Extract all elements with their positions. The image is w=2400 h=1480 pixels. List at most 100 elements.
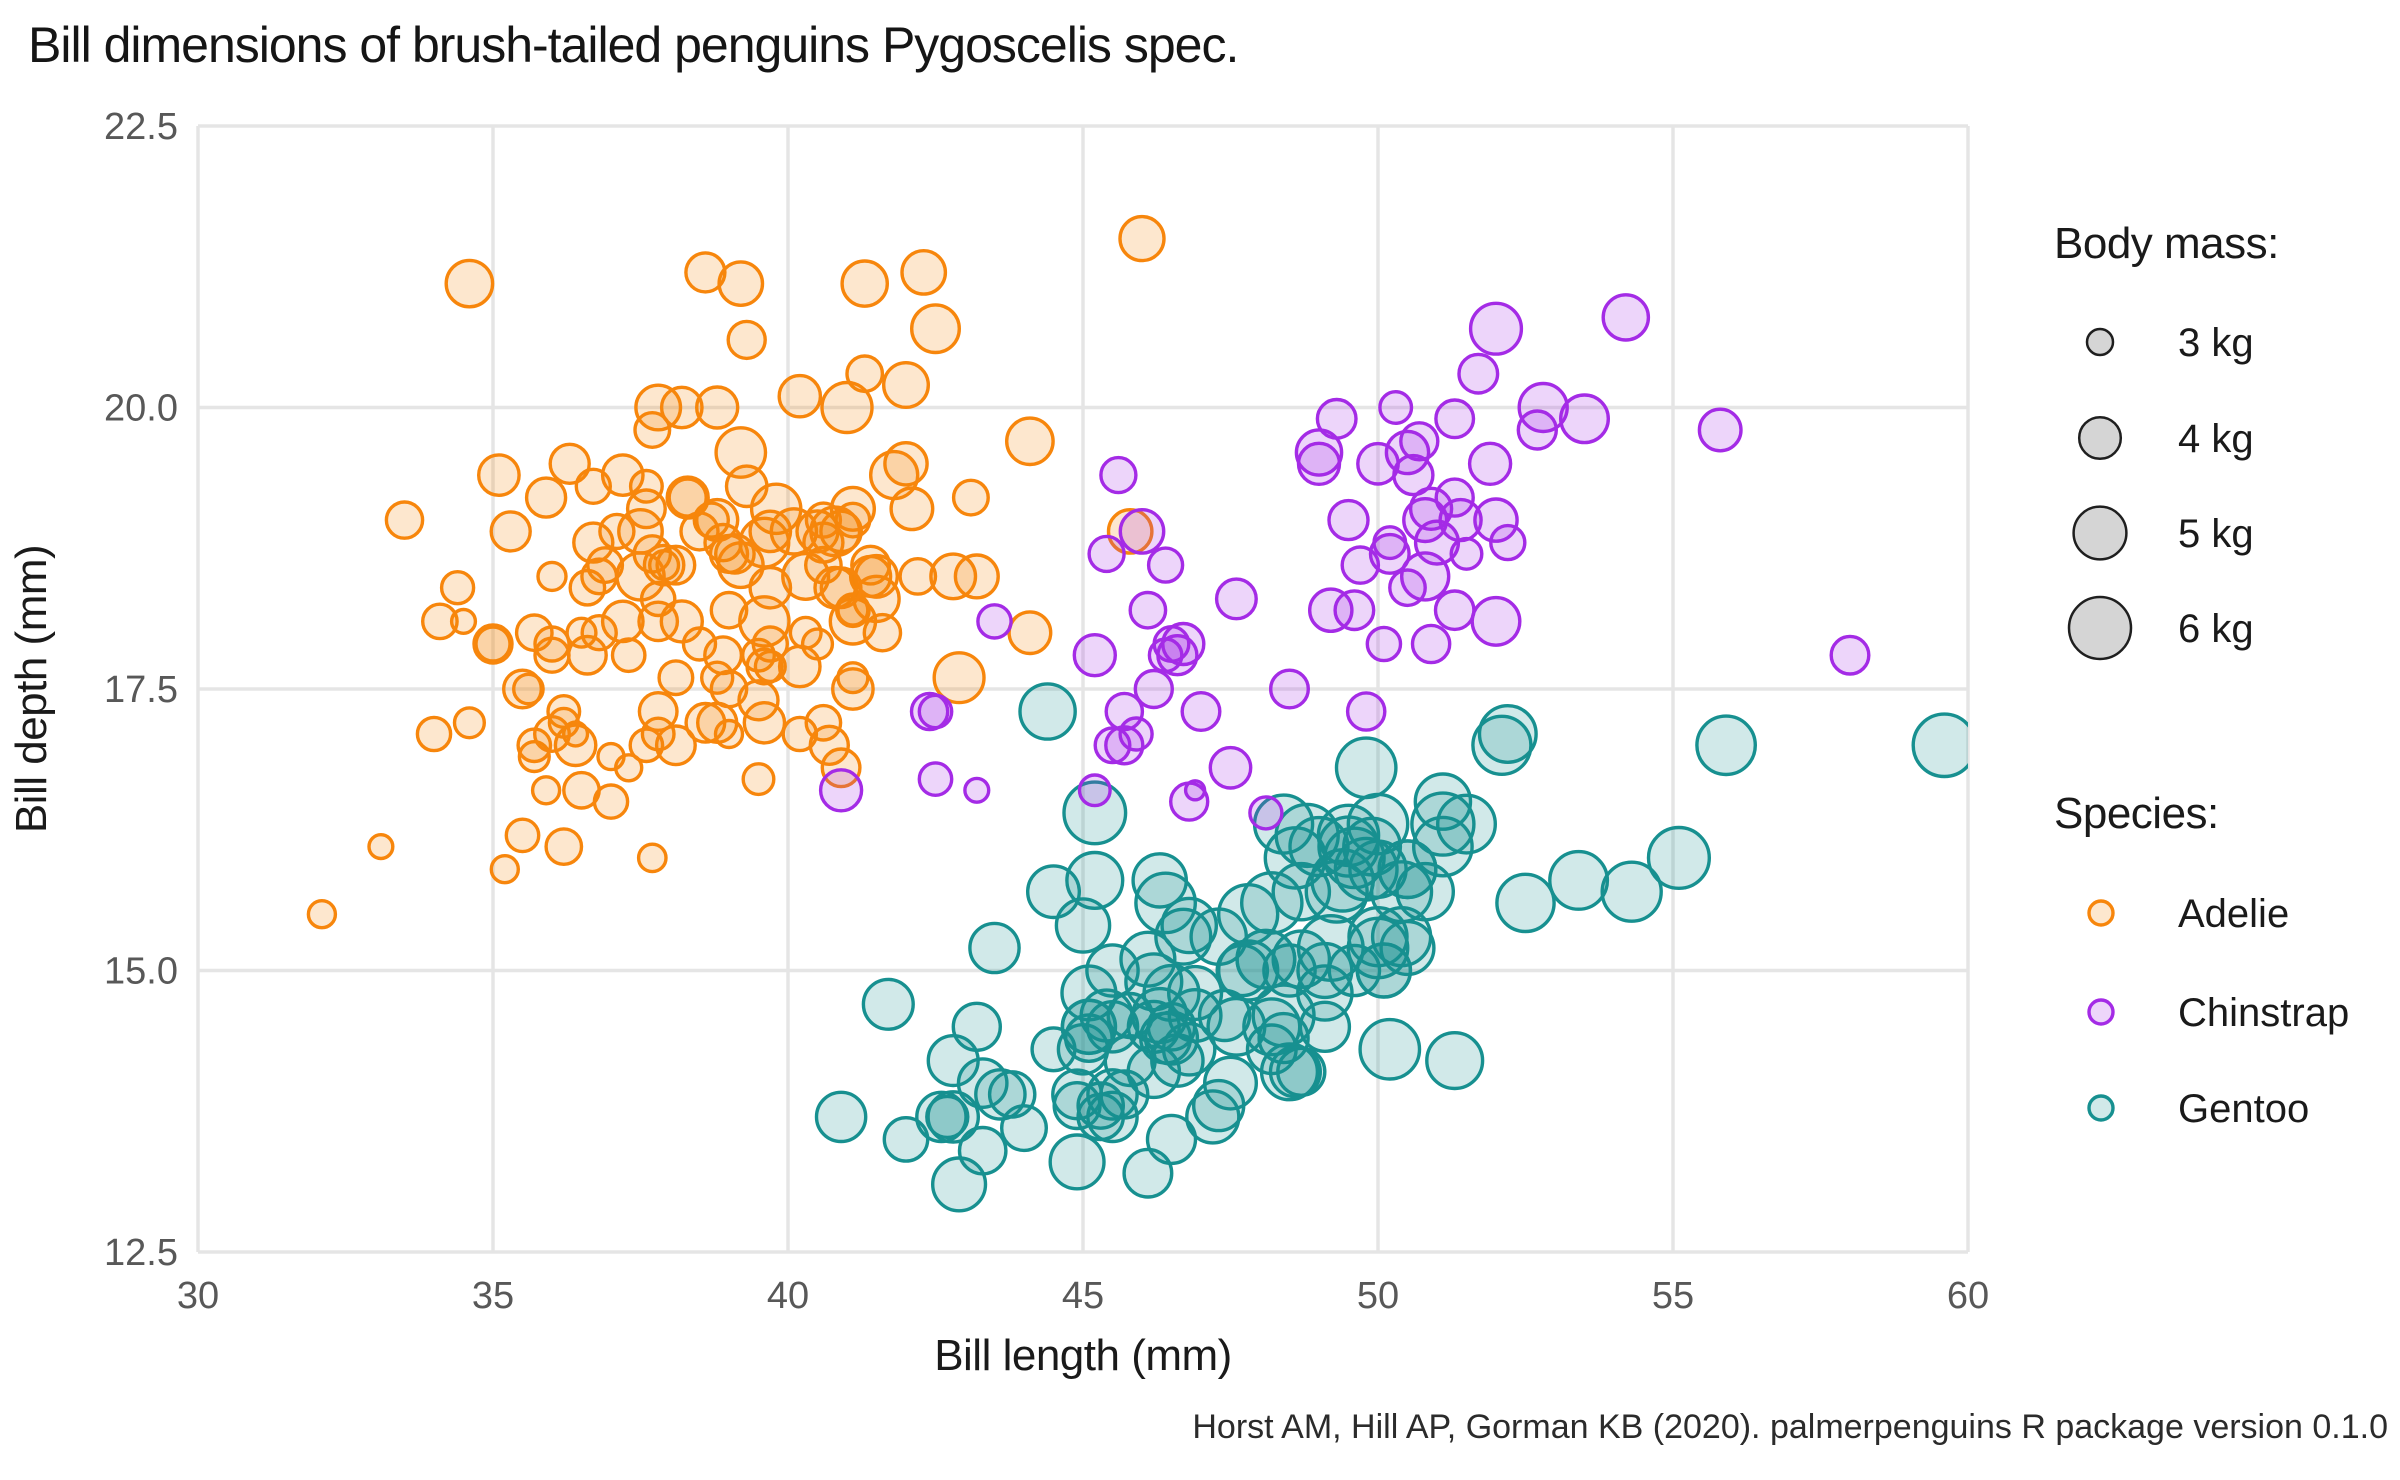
- point-chinstrap: [917, 693, 954, 730]
- point-adelie: [726, 319, 767, 361]
- point-adelie: [474, 625, 512, 663]
- point-adelie: [654, 724, 697, 767]
- point-gentoo: [1215, 943, 1270, 998]
- point-adelie: [716, 541, 765, 590]
- point-adelie: [741, 762, 776, 797]
- point-adelie: [592, 783, 630, 820]
- point-chinstrap: [1433, 589, 1476, 632]
- point-adelie: [452, 706, 486, 740]
- point-adelie: [306, 899, 338, 930]
- point-adelie: [449, 607, 478, 635]
- point-adelie: [637, 691, 679, 733]
- point-adelie: [628, 468, 664, 504]
- point-gentoo: [1268, 1045, 1322, 1099]
- point-gentoo: [1018, 682, 1077, 741]
- x-tick-label: 35: [472, 1275, 514, 1317]
- point-adelie: [820, 747, 862, 789]
- point-adelie: [862, 612, 903, 653]
- point-adelie: [615, 551, 666, 602]
- point-adelie: [717, 260, 765, 307]
- point-chinstrap: [1345, 691, 1387, 732]
- point-chinstrap: [1180, 691, 1222, 733]
- point-adelie: [781, 551, 831, 601]
- point-adelie: [932, 651, 986, 705]
- point-adelie: [384, 500, 425, 540]
- point-chinstrap: [1378, 390, 1414, 426]
- species-legend-swatch-adelie: [2087, 899, 2115, 927]
- point-adelie: [439, 570, 476, 606]
- point-adelie: [600, 453, 645, 497]
- point-gentoo: [1166, 964, 1224, 1022]
- point-adelie: [882, 361, 931, 410]
- point-adelie: [840, 259, 890, 308]
- point-adelie: [633, 411, 672, 450]
- point-gentoo: [1257, 1011, 1310, 1065]
- data-points-layer: [306, 214, 1968, 1213]
- point-chinstrap: [1410, 623, 1452, 665]
- point-adelie: [900, 248, 948, 296]
- point-gentoo: [1048, 1133, 1106, 1191]
- point-adelie: [1007, 610, 1053, 656]
- point-gentoo: [1413, 772, 1473, 831]
- point-gentoo: [1051, 1068, 1104, 1121]
- point-chinstrap: [1434, 398, 1476, 440]
- point-gentoo: [1025, 864, 1081, 920]
- point-gentoo: [1646, 825, 1711, 890]
- point-adelie: [536, 560, 568, 593]
- point-gentoo: [1395, 861, 1455, 922]
- point-chinstrap: [1449, 536, 1484, 571]
- point-adelie: [444, 258, 495, 309]
- point-adelie: [533, 715, 572, 754]
- point-chinstrap: [1268, 668, 1310, 710]
- point-chinstrap: [1470, 595, 1522, 647]
- point-adelie: [751, 625, 789, 663]
- point-chinstrap: [1133, 668, 1175, 710]
- point-adelie: [512, 672, 545, 706]
- point-adelie: [659, 385, 704, 430]
- point-adelie: [546, 694, 582, 730]
- point-adelie: [625, 488, 667, 530]
- point-adelie: [489, 510, 532, 553]
- y-tick-label: 22.5: [104, 106, 178, 148]
- point-adelie: [748, 509, 793, 554]
- point-adelie: [1118, 214, 1166, 263]
- x-axis-title: Bill length (mm): [934, 1331, 1232, 1380]
- point-adelie: [548, 442, 591, 485]
- point-chinstrap: [1118, 508, 1166, 555]
- y-axis-title: Bill depth (mm): [7, 545, 56, 833]
- point-adelie: [695, 385, 740, 430]
- point-gentoo: [1185, 1089, 1241, 1145]
- point-gentoo: [1145, 1113, 1198, 1166]
- point-adelie: [679, 511, 720, 552]
- point-adelie: [724, 464, 769, 509]
- point-gentoo: [1358, 1017, 1422, 1081]
- series-gentoo: [814, 682, 1968, 1213]
- point-chinstrap: [1399, 421, 1440, 462]
- size-legend: 3 kg 4 kg 5 kg 6 kg: [2067, 321, 2254, 661]
- point-chinstrap: [1104, 691, 1145, 732]
- point-chinstrap: [1248, 795, 1284, 831]
- point-adelie: [636, 842, 668, 874]
- point-chinstrap: [1333, 589, 1376, 632]
- species-legend-swatch-gentoo: [2087, 1094, 2115, 1122]
- size-legend-label: 6 kg: [2178, 607, 2254, 651]
- species-legend-label-adelie: Adelie: [2178, 892, 2289, 936]
- point-adelie: [852, 574, 901, 624]
- series-adelie: [306, 214, 1166, 930]
- x-tick-label: 60: [1947, 1275, 1989, 1317]
- point-adelie: [889, 486, 935, 532]
- point-gentoo: [1695, 714, 1758, 777]
- point-adelie: [572, 521, 615, 564]
- point-adelie: [713, 718, 745, 750]
- point-chinstrap: [1467, 441, 1513, 486]
- point-gentoo: [1056, 1023, 1110, 1076]
- point-adelie: [420, 602, 459, 641]
- point-chinstrap: [1473, 497, 1519, 543]
- point-gentoo: [1085, 1000, 1140, 1054]
- point-chinstrap: [1161, 621, 1206, 667]
- size-legend-title: Body mass:: [2054, 219, 2279, 268]
- point-gentoo: [930, 1156, 988, 1213]
- point-gentoo: [1202, 1055, 1258, 1111]
- point-adelie: [489, 854, 520, 885]
